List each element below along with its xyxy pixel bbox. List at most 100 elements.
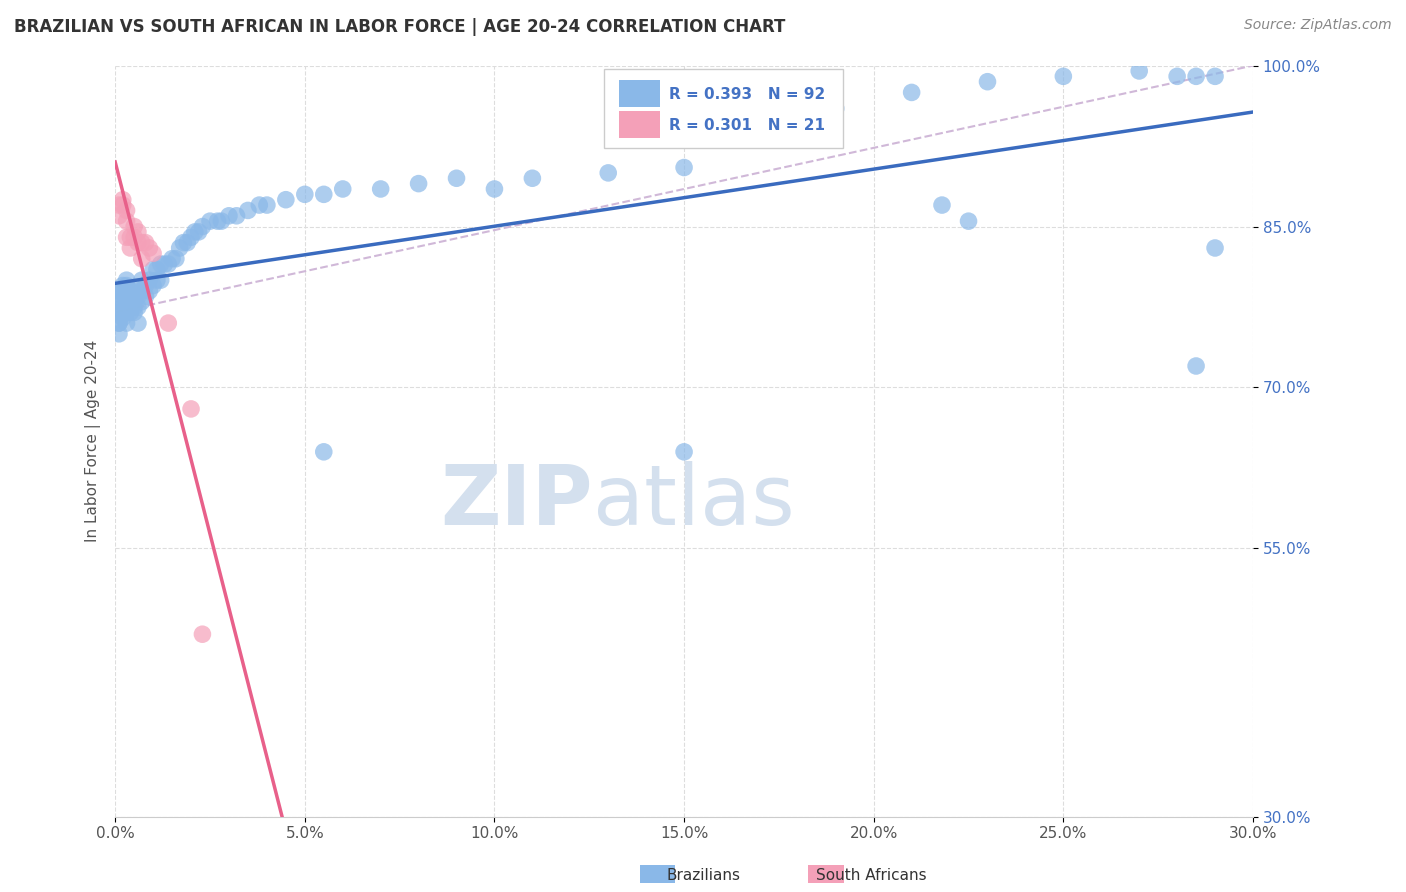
Point: [187, 225, 209, 239]
Point: [900, 86, 922, 100]
Point: [127, 289, 149, 303]
Point: [111, 300, 134, 314]
Point: [256, 198, 278, 212]
Bar: [808, 865, 844, 883]
Point: [122, 300, 145, 314]
Point: [446, 171, 468, 186]
Text: R = 0.393   N = 92: R = 0.393 N = 92: [669, 87, 825, 102]
Point: [120, 284, 142, 298]
Point: [142, 246, 165, 260]
Y-axis label: In Labor Force | Age 20-24: In Labor Force | Age 20-24: [86, 340, 101, 542]
Point: [146, 273, 169, 287]
Point: [1185, 70, 1208, 84]
Point: [294, 187, 316, 202]
Point: [180, 401, 202, 416]
Point: [115, 316, 138, 330]
Point: [127, 316, 149, 330]
FancyBboxPatch shape: [619, 112, 661, 138]
Point: [108, 284, 131, 298]
Point: [111, 198, 134, 212]
Point: [111, 289, 134, 303]
Point: [111, 284, 134, 298]
Text: South Africans: South Africans: [817, 869, 927, 883]
Point: [108, 305, 131, 319]
Point: [135, 278, 157, 293]
Point: [108, 209, 131, 223]
Point: [120, 305, 142, 319]
Point: [274, 193, 297, 207]
Text: Brazilians: Brazilians: [666, 869, 740, 883]
Point: [115, 203, 138, 218]
Point: [976, 75, 998, 89]
Point: [149, 273, 172, 287]
Point: [115, 294, 138, 309]
Point: [115, 305, 138, 319]
Point: [673, 161, 696, 175]
Point: [108, 198, 131, 212]
Point: [198, 214, 221, 228]
Point: [120, 241, 142, 255]
Text: atlas: atlas: [593, 460, 794, 541]
Point: [108, 326, 131, 341]
Point: [157, 316, 180, 330]
Point: [127, 284, 149, 298]
Point: [824, 102, 846, 116]
Point: [225, 209, 247, 223]
Point: [108, 316, 131, 330]
Point: [135, 235, 157, 250]
Point: [191, 627, 214, 641]
Point: [142, 262, 165, 277]
Point: [111, 310, 134, 325]
Bar: [640, 865, 675, 883]
Point: [115, 214, 138, 228]
Point: [111, 278, 134, 293]
Point: [122, 230, 145, 244]
Point: [165, 252, 187, 266]
Point: [142, 278, 165, 293]
Point: [127, 235, 149, 250]
Point: [120, 294, 142, 309]
Point: [1185, 359, 1208, 373]
Point: [131, 235, 153, 250]
Point: [176, 235, 198, 250]
Point: [108, 294, 131, 309]
Point: [120, 300, 142, 314]
FancyBboxPatch shape: [605, 70, 844, 148]
Point: [122, 294, 145, 309]
Text: BRAZILIAN VS SOUTH AFRICAN IN LABOR FORCE | AGE 20-24 CORRELATION CHART: BRAZILIAN VS SOUTH AFRICAN IN LABOR FORC…: [14, 18, 786, 36]
Point: [209, 214, 232, 228]
Point: [108, 316, 131, 330]
Point: [218, 209, 240, 223]
Point: [312, 187, 335, 202]
Point: [122, 289, 145, 303]
Point: [127, 300, 149, 314]
Point: [120, 230, 142, 244]
Point: [120, 289, 142, 303]
Point: [408, 177, 430, 191]
Point: [184, 225, 207, 239]
Point: [522, 171, 544, 186]
Point: [115, 273, 138, 287]
Point: [236, 203, 259, 218]
Point: [111, 193, 134, 207]
Point: [111, 294, 134, 309]
Point: [138, 284, 160, 298]
Point: [153, 257, 176, 271]
Point: [1204, 241, 1226, 255]
Point: [138, 273, 160, 287]
Point: [122, 219, 145, 234]
Point: [111, 305, 134, 319]
Point: [748, 123, 770, 137]
Point: [191, 219, 214, 234]
FancyBboxPatch shape: [619, 80, 661, 107]
Point: [207, 214, 229, 228]
Point: [146, 262, 169, 277]
Point: [131, 273, 153, 287]
Point: [169, 241, 191, 255]
Point: [180, 230, 202, 244]
Point: [332, 182, 354, 196]
Point: [673, 445, 696, 459]
Point: [138, 241, 160, 255]
Point: [131, 284, 153, 298]
Point: [1128, 64, 1150, 78]
